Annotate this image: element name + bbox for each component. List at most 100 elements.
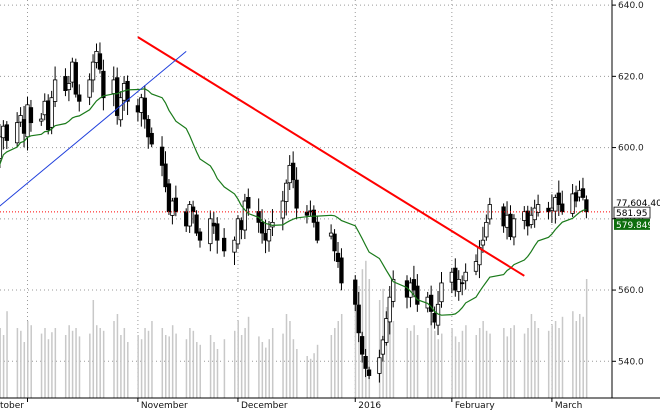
candle-body xyxy=(553,197,558,212)
volume-bar xyxy=(330,335,333,398)
candle-body xyxy=(46,100,51,131)
volume-bar xyxy=(334,328,336,398)
volume-bar xyxy=(282,333,284,398)
candle-body xyxy=(580,188,586,198)
volume-bar xyxy=(168,336,170,398)
volume-bar xyxy=(337,321,339,398)
candle-body xyxy=(63,76,68,91)
candle-body xyxy=(211,222,216,227)
volume-bar xyxy=(585,279,588,398)
candle-body xyxy=(290,162,296,181)
volume-bar xyxy=(127,342,129,398)
volume-bar xyxy=(99,328,101,398)
volume-bar xyxy=(213,342,215,398)
candle-body xyxy=(573,192,579,202)
candle-body xyxy=(501,206,506,227)
volume-bar xyxy=(561,316,564,398)
candle-body xyxy=(363,355,368,369)
volume-bar xyxy=(144,328,146,398)
candle-body xyxy=(94,51,99,63)
candle-body xyxy=(584,199,589,213)
volume-bar xyxy=(271,328,274,398)
volume-bar xyxy=(75,328,77,398)
volume-bar xyxy=(416,335,419,398)
candle-body xyxy=(187,204,192,227)
volume-bar xyxy=(244,328,246,398)
candle-body xyxy=(356,304,361,334)
volume-bar xyxy=(64,335,67,398)
volume-bar xyxy=(558,328,560,398)
volume-bar xyxy=(582,316,584,398)
volume-bar xyxy=(96,325,98,398)
volume-bar xyxy=(223,339,226,398)
candle-body xyxy=(460,282,465,285)
candle-body xyxy=(166,183,172,213)
candle-body xyxy=(335,252,341,262)
candle-body xyxy=(194,214,199,234)
candle-body xyxy=(280,200,285,219)
volume-bar xyxy=(78,336,81,398)
volume-bar xyxy=(2,335,5,398)
candle-body xyxy=(235,218,241,245)
candle-body xyxy=(1,125,6,139)
volume-bar xyxy=(527,328,529,398)
price-tag-label: 581.95 xyxy=(616,209,648,219)
candle-body xyxy=(411,279,417,291)
volume-bar xyxy=(503,328,505,398)
candle-body xyxy=(242,200,248,231)
volume-bar xyxy=(340,314,343,398)
candle-body xyxy=(14,122,20,144)
volume-bar xyxy=(413,325,415,398)
volume-bar xyxy=(54,328,57,398)
volume-bar xyxy=(237,321,239,398)
volume-bar xyxy=(406,328,408,398)
volume-bar xyxy=(261,342,264,398)
candle-body xyxy=(39,118,44,122)
volume-bar xyxy=(368,279,371,398)
volume-bar xyxy=(165,335,167,398)
volume-bar xyxy=(113,321,115,398)
volume-bar xyxy=(482,321,484,398)
volume-bar xyxy=(478,328,481,398)
candle-body xyxy=(546,207,551,213)
volume-bar xyxy=(268,339,270,398)
candle-body xyxy=(480,239,486,246)
x-tick-label: November xyxy=(141,401,188,411)
x-tick-label: March xyxy=(555,401,582,411)
candle-body xyxy=(208,218,213,245)
candle-body xyxy=(266,229,272,242)
candle-body xyxy=(197,231,203,241)
candle-body xyxy=(377,357,382,374)
volume-bar xyxy=(147,330,150,398)
candle-body xyxy=(463,271,468,282)
candle-body xyxy=(353,279,358,305)
candle-body xyxy=(380,339,386,355)
volume-bar xyxy=(392,321,395,398)
y-tick-label: 560.0 xyxy=(618,286,644,296)
volume-bar xyxy=(385,307,388,398)
candle-body xyxy=(190,206,196,213)
candles xyxy=(0,42,589,383)
candle-body xyxy=(366,369,372,376)
volume-bar xyxy=(437,339,440,398)
volume-bar xyxy=(551,325,553,398)
volume-bar xyxy=(434,330,436,398)
candle-body xyxy=(184,211,189,227)
candle-body xyxy=(473,261,479,272)
candle-body xyxy=(577,189,582,198)
candle-body xyxy=(387,296,392,323)
volume-bar xyxy=(199,344,201,398)
candle-body xyxy=(384,318,389,343)
candle-body xyxy=(532,207,537,221)
candle-body xyxy=(511,218,517,238)
volume-bar xyxy=(485,330,488,398)
volume-bar xyxy=(289,321,291,398)
candle-body xyxy=(439,282,444,303)
volume-bar xyxy=(547,330,550,398)
candle-body xyxy=(118,97,123,121)
volume-bar xyxy=(92,300,95,398)
candle-body xyxy=(221,237,227,252)
candle-body xyxy=(28,107,34,124)
